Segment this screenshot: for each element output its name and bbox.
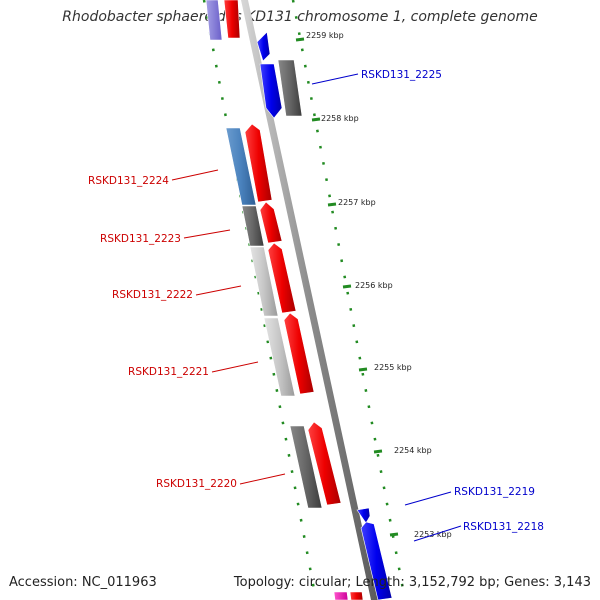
gene-label-2221: RSKD131_2221 [128,366,209,378]
gene-feature-2222 [267,242,297,314]
gene-label-2223: RSKD131_2223 [100,233,181,245]
gene-feature-2219 [356,507,371,524]
genome-backbone [241,0,378,600]
gene-feature-2220 [307,421,342,506]
feature-light-2222 [249,246,279,317]
leader-line-2223 [183,229,231,239]
leader-line-2219 [404,491,452,506]
kbp-label: 2255 kbp [374,363,412,372]
leader-line-2222 [195,285,242,296]
kbp-label: 2256 kbp [355,281,393,290]
gene-label-2224: RSKD131_2224 [88,175,169,187]
map-title: Rhodobacter sphaeroides KD131 chromosome… [62,9,538,25]
gene-feature-2225-lower [259,63,283,119]
gene-label-2222: RSKD131_2222 [112,289,193,301]
kbp-tick-marks [295,37,399,537]
feature-dark-2220 [289,425,323,509]
gene-label-2225: RSKD131_2225 [361,69,442,81]
accession-text: Accession: NC_011963 [9,575,157,590]
leader-line-2220 [239,473,286,485]
gene-label-2219: RSKD131_2219 [454,486,535,498]
feature-steel-2224 [225,127,257,206]
kbp-label: 2259 kbp [306,31,344,40]
leader-lines [171,73,462,542]
partial-feature-bottom-pink [333,591,349,600]
leader-line-2221 [211,361,259,373]
gene-features [205,0,393,600]
gene-feature-2224 [244,123,273,203]
partial-feature-bottom-red [349,591,364,600]
partial-feature-top-red [223,0,241,39]
gene-label-2218: RSKD131_2218 [463,521,544,533]
gene-feature-2225-upper [256,31,271,62]
partial-feature-top-purple [205,0,223,41]
gene-labels: RSKD131_2225 RSKD131_2224 RSKD131_2223 R… [88,69,544,533]
feature-dark-2223 [241,205,265,247]
inner-tick-guide [202,0,318,600]
kbp-label: 2258 kbp [321,114,359,123]
leader-line-2225 [311,73,359,85]
feature-light-2221 [263,317,296,397]
leader-line-2218 [413,525,462,542]
leader-line-2224 [171,169,219,181]
gene-feature-2218 [360,521,393,600]
feature-dark-2225 [277,59,303,117]
kbp-label: 2257 kbp [338,198,376,207]
genome-summary-text: Topology: circular; Length: 3,152,792 bp… [233,575,591,590]
gene-label-2220: RSKD131_2220 [156,478,237,490]
gene-feature-2223 [259,201,283,244]
kbp-label: 2254 kbp [394,446,432,455]
gene-feature-2221 [283,312,315,395]
